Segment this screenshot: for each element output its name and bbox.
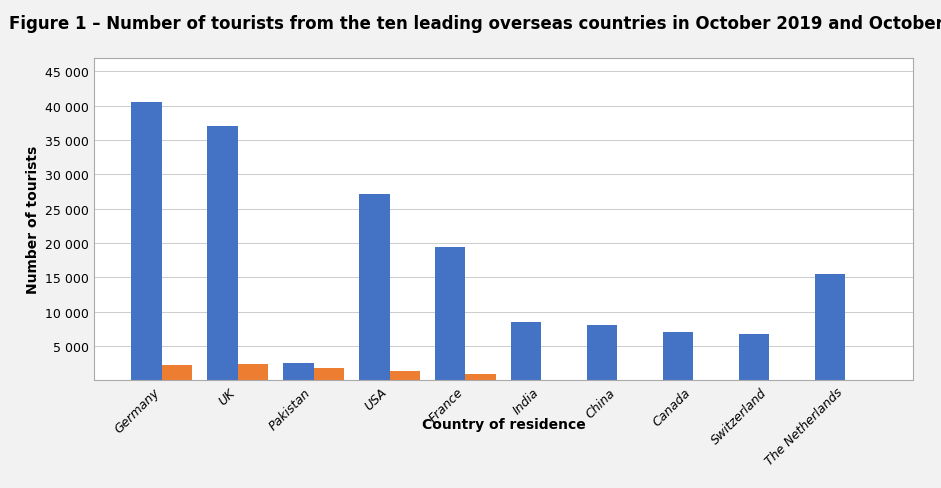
- Bar: [132, 103, 162, 381]
- Bar: [739, 334, 769, 381]
- Bar: [587, 326, 617, 381]
- Bar: [207, 127, 238, 381]
- Bar: [390, 372, 420, 381]
- Bar: [359, 194, 390, 381]
- Text: Country of residence: Country of residence: [422, 418, 585, 431]
- Bar: [511, 323, 541, 381]
- Bar: [662, 333, 694, 381]
- Bar: [238, 364, 268, 381]
- Bar: [435, 247, 466, 381]
- Bar: [313, 368, 344, 381]
- Text: Figure 1 – Number of tourists from the ten leading overseas countries in October: Figure 1 – Number of tourists from the t…: [9, 15, 941, 33]
- Bar: [162, 366, 192, 381]
- Bar: [283, 364, 313, 381]
- Bar: [466, 374, 496, 381]
- Bar: [815, 274, 845, 381]
- Y-axis label: Number of tourists: Number of tourists: [25, 145, 40, 294]
